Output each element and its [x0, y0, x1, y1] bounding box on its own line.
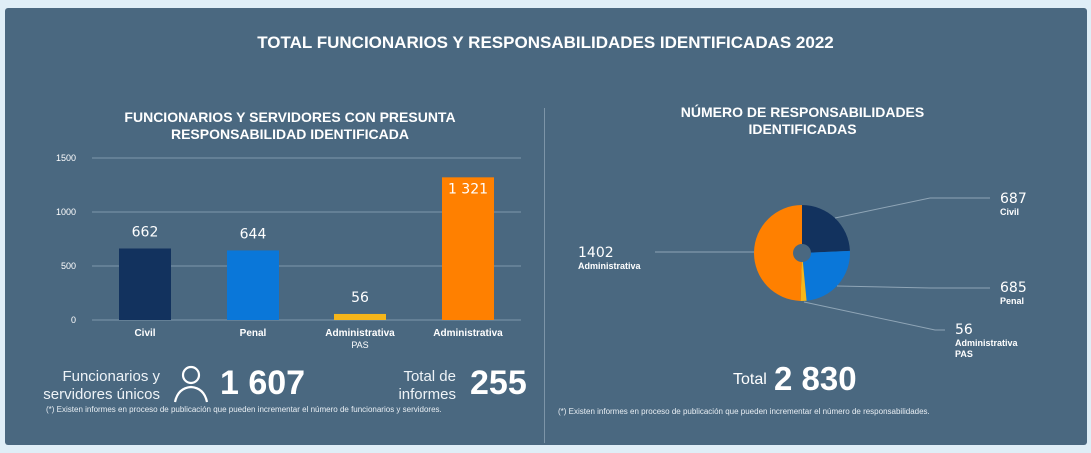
reports-label: Total de informes: [380, 368, 456, 404]
total-label: Total: [733, 371, 767, 388]
label-line: informes: [398, 386, 456, 403]
y-tick-label: 1500: [56, 153, 76, 163]
pie-category-label: Administrativa: [578, 261, 642, 271]
person-icon: [173, 365, 209, 403]
dashboard-panel: [5, 8, 1087, 445]
y-tick-label: 0: [71, 315, 76, 325]
leader-line: [834, 197, 990, 219]
left-footnote: (*) Existen informes en proceso de publi…: [46, 405, 442, 414]
pie-slice-administrativa-pas: [800, 253, 807, 302]
pie-chart-title: NÚMERO DE RESPONSABILIDADES IDENTIFICADA…: [680, 104, 925, 137]
bar-administrativa: [442, 177, 494, 320]
leader-line: [803, 301, 945, 331]
x-tick-label: Administrativa: [325, 328, 395, 339]
pie-value-label: 1402: [578, 245, 614, 261]
pie-category-label: PAS: [955, 349, 973, 359]
divider: [544, 108, 545, 443]
pie-value-label: 685: [1000, 280, 1027, 296]
bar-data-label: 662: [132, 225, 159, 241]
label-line: Funcionarios y: [62, 368, 160, 385]
total-value: 2 830: [774, 360, 857, 397]
pie-slice-civil: [802, 205, 850, 253]
bar-penal: [227, 250, 279, 320]
main-title: TOTAL FUNCIONARIOS Y RESPONSABILIDADES I…: [257, 33, 834, 52]
unique-officials-value: 1 607: [220, 364, 306, 402]
y-tick-label: 500: [61, 261, 76, 271]
pie-category-label: Civil: [1000, 207, 1019, 217]
pie-center-hole: [793, 244, 811, 262]
x-tick-label: Administrativa: [433, 328, 503, 339]
leader-line: [836, 285, 990, 289]
bar-data-label: 644: [240, 226, 267, 242]
bar-civil: [119, 248, 171, 320]
label-line: Total de: [403, 368, 456, 385]
pie-category-label: Penal: [1000, 296, 1024, 306]
y-tick-label: 1000: [56, 207, 76, 217]
bar-data-label: 1 321: [448, 181, 488, 197]
x-tick-label: Penal: [240, 328, 267, 339]
x-tick-label: Civil: [134, 328, 155, 339]
bar-administrativa-pas: [334, 313, 386, 320]
pie-slice-penal: [802, 250, 851, 301]
pie-category-label: Administrativa: [955, 338, 1019, 348]
bar-data-label: 56: [351, 290, 369, 306]
pie-value-label: 56: [955, 322, 973, 338]
reports-value: 255: [470, 364, 527, 402]
right-footnote: (*) Existen informes en proceso de publi…: [558, 407, 930, 416]
pie-slice-administrativa: [753, 205, 802, 301]
pie-value-label: 687: [1000, 191, 1027, 207]
label-line: servidores únicos: [43, 386, 160, 403]
unique-officials-label: Funcionarios y servidores únicos: [40, 368, 160, 404]
x-tick-label: PAS: [351, 340, 368, 350]
bar-chart-title: FUNCIONARIOS Y SERVIDORES CON PRESUNTA R…: [124, 109, 456, 142]
